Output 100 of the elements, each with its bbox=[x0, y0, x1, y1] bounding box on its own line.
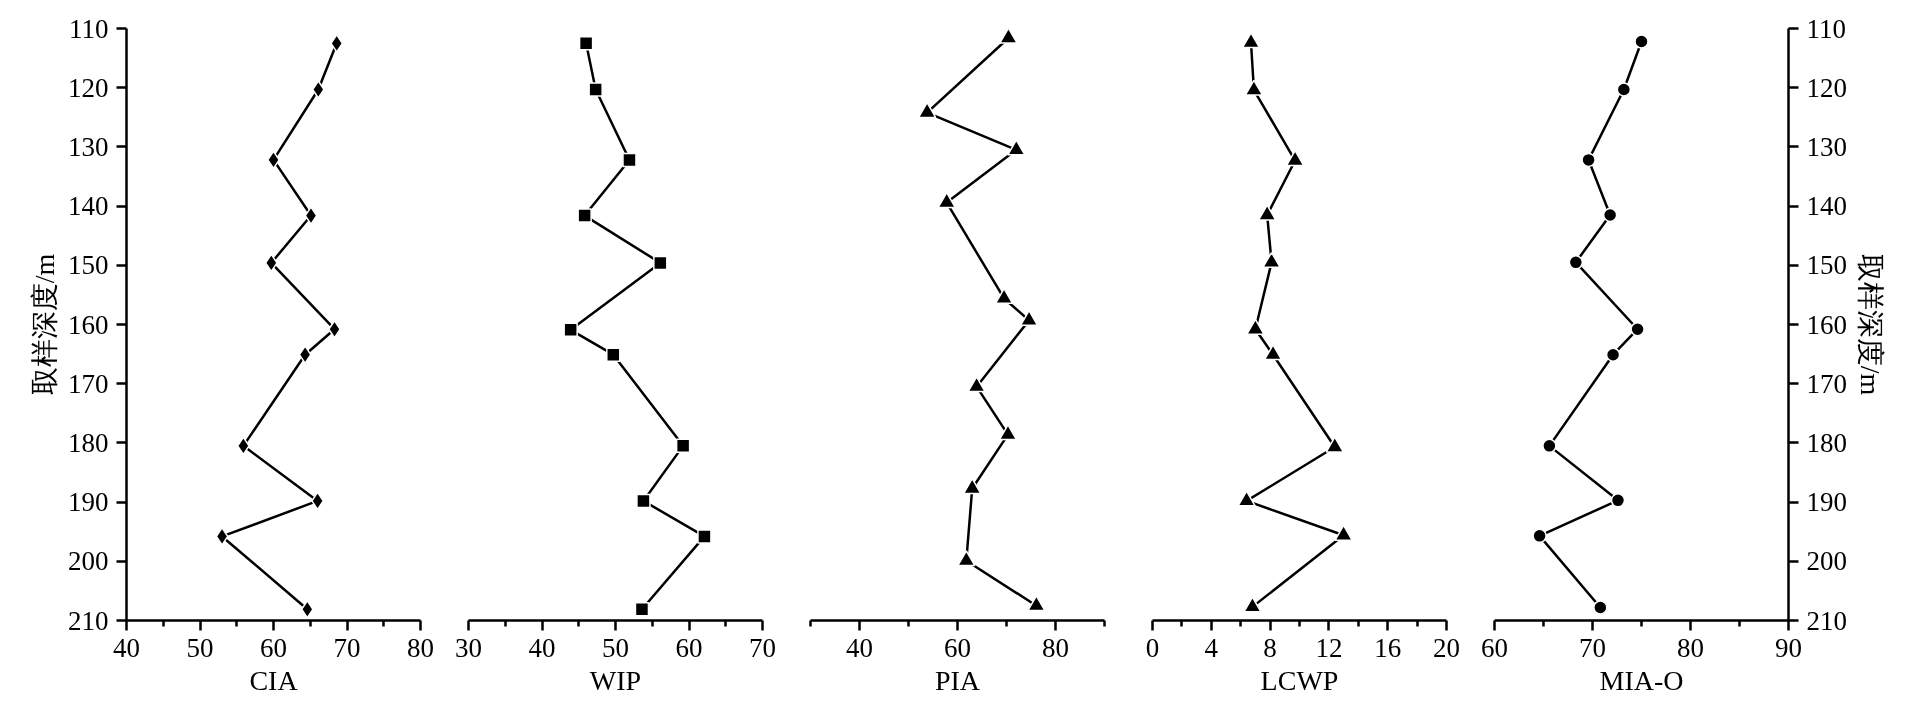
point bbox=[1630, 322, 1645, 337]
point bbox=[1542, 438, 1557, 454]
point bbox=[1241, 32, 1261, 49]
point bbox=[675, 438, 691, 454]
point bbox=[1285, 149, 1305, 167]
y2-tick-label: 110 bbox=[1806, 13, 1846, 44]
point bbox=[577, 208, 592, 223]
x-axis-title: LCWP bbox=[1260, 664, 1339, 696]
x-tick-label: 80 bbox=[1677, 632, 1704, 663]
x-tick-label: 70 bbox=[749, 632, 776, 663]
point bbox=[1568, 255, 1584, 270]
y2-tick-label: 170 bbox=[1806, 368, 1847, 399]
x-axis-title: PIA bbox=[934, 664, 981, 696]
x-tick-label: 80 bbox=[407, 632, 434, 663]
y-tick-label: 120 bbox=[68, 72, 109, 103]
point bbox=[588, 82, 603, 97]
x-tick-label: 60 bbox=[260, 632, 287, 663]
point bbox=[1325, 436, 1345, 453]
y2-tick-label: 140 bbox=[1806, 191, 1847, 222]
y-tick-label: 110 bbox=[69, 13, 109, 44]
y-tick-label: 170 bbox=[68, 368, 109, 399]
point bbox=[311, 491, 325, 511]
x-tick-label: 4 bbox=[1204, 632, 1219, 663]
point bbox=[1605, 347, 1621, 362]
point bbox=[300, 600, 314, 619]
x-tick-label: 16 bbox=[1374, 632, 1402, 663]
x-tick-label: 70 bbox=[333, 632, 361, 663]
point bbox=[634, 602, 650, 617]
point bbox=[563, 322, 578, 338]
point bbox=[697, 529, 712, 544]
y2-tick-label: 130 bbox=[1806, 131, 1847, 162]
point bbox=[1244, 79, 1264, 96]
y-axis-title: 取样深度/m bbox=[29, 253, 60, 396]
point bbox=[1616, 82, 1632, 97]
x-tick-label: 50 bbox=[186, 632, 214, 663]
point bbox=[1243, 596, 1262, 613]
point bbox=[622, 152, 637, 168]
x-tick-label: 60 bbox=[1481, 632, 1508, 663]
x-tick-label: 40 bbox=[846, 632, 873, 663]
x-tick-label: 12 bbox=[1315, 632, 1343, 663]
y-tick-label: 200 bbox=[68, 546, 109, 577]
point bbox=[967, 376, 986, 393]
y2-tick-label: 200 bbox=[1806, 546, 1847, 577]
y2-tick-label: 120 bbox=[1806, 72, 1847, 103]
x-axis-title: MIA-O bbox=[1599, 664, 1684, 696]
point bbox=[311, 80, 325, 99]
point bbox=[998, 424, 1018, 441]
point bbox=[578, 36, 594, 51]
point bbox=[1237, 490, 1256, 507]
x-tick-label: 8 bbox=[1263, 632, 1277, 663]
point bbox=[1610, 493, 1626, 508]
y-tick-label: 210 bbox=[68, 605, 109, 636]
y-tick-label: 190 bbox=[68, 487, 109, 518]
x-tick-label: 60 bbox=[944, 632, 971, 663]
point bbox=[298, 345, 312, 364]
x-tick-label: 80 bbox=[1042, 632, 1069, 663]
point bbox=[606, 347, 621, 362]
point bbox=[215, 527, 229, 546]
y2-tick-label: 180 bbox=[1806, 427, 1847, 458]
point bbox=[1019, 309, 1039, 327]
point bbox=[236, 436, 250, 456]
y-tick-label: 160 bbox=[68, 309, 109, 340]
point bbox=[1602, 207, 1618, 223]
point bbox=[1257, 204, 1277, 221]
point bbox=[1007, 139, 1026, 156]
x-tick-label: 40 bbox=[528, 632, 556, 663]
point bbox=[1593, 600, 1608, 615]
x-tick-label: 70 bbox=[1579, 632, 1606, 663]
point bbox=[1581, 152, 1596, 168]
point bbox=[264, 253, 278, 273]
point bbox=[1246, 318, 1265, 335]
point bbox=[957, 550, 976, 567]
y2-tick-label: 150 bbox=[1806, 250, 1847, 281]
point bbox=[1027, 595, 1046, 612]
x-tick-label: 60 bbox=[675, 632, 703, 663]
x-tick-label: 30 bbox=[455, 632, 482, 663]
y-tick-label: 180 bbox=[68, 427, 109, 458]
point bbox=[653, 255, 668, 271]
point bbox=[994, 287, 1014, 305]
point bbox=[304, 206, 318, 225]
y2-tick-label: 190 bbox=[1806, 487, 1847, 518]
x-tick-label: 50 bbox=[602, 632, 629, 663]
y2-tick-label: 160 bbox=[1806, 309, 1847, 340]
y2-axis-title: 取样深度/m bbox=[1855, 253, 1886, 396]
point bbox=[636, 493, 651, 509]
y-tick-label: 150 bbox=[68, 250, 109, 281]
x-axis-title: CIA bbox=[249, 664, 299, 696]
x-tick-label: 20 bbox=[1433, 632, 1460, 663]
x-axis-title: WIP bbox=[589, 664, 642, 696]
point bbox=[1262, 251, 1281, 268]
x-tick-label: 90 bbox=[1775, 632, 1802, 663]
x-tick-label: 0 bbox=[1145, 632, 1160, 663]
point bbox=[917, 102, 937, 119]
point bbox=[1634, 34, 1649, 49]
y-tick-label: 140 bbox=[68, 191, 109, 222]
x-tick-label: 40 bbox=[113, 632, 140, 663]
point bbox=[962, 477, 982, 495]
point bbox=[330, 34, 344, 53]
y2-tick-label: 210 bbox=[1806, 605, 1847, 636]
y-tick-label: 130 bbox=[68, 131, 109, 162]
